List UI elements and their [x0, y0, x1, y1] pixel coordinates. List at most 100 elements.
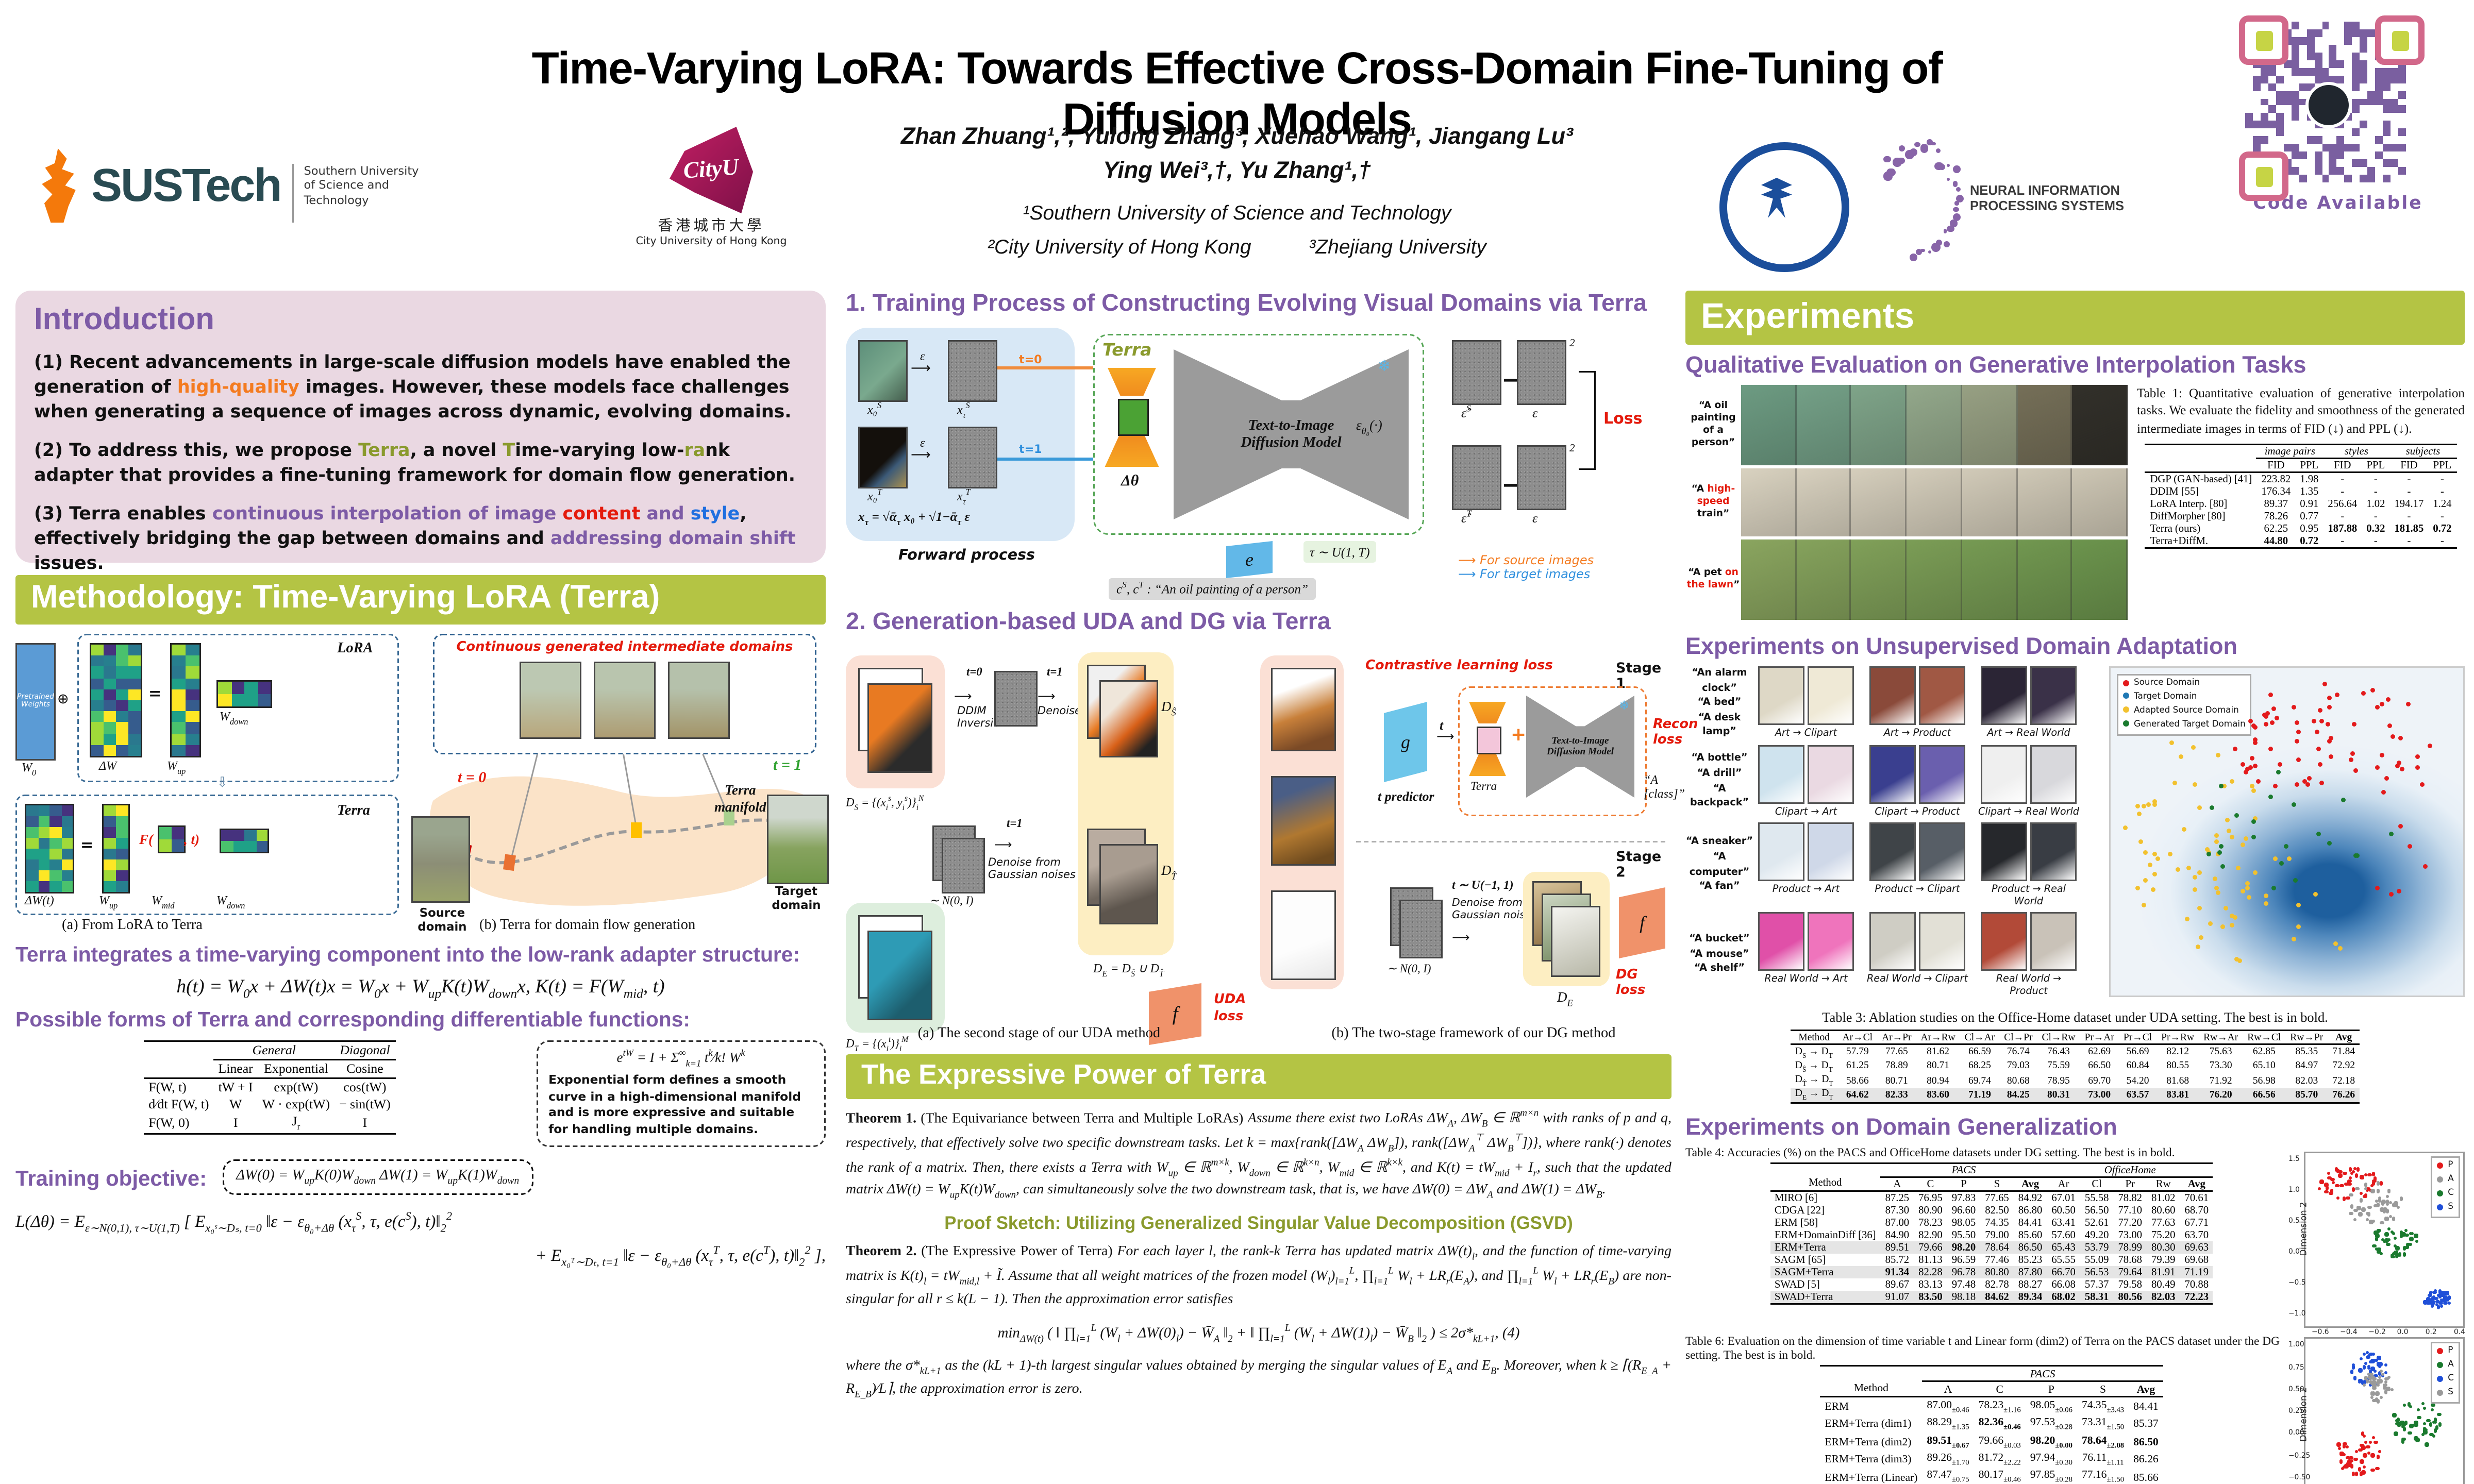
y-tick-label: 0.5 — [2288, 1218, 2300, 1226]
qr-module — [2306, 159, 2314, 167]
uda-prompt: “A bed” — [1697, 696, 1742, 709]
scatter-point — [2329, 735, 2334, 740]
qr-module — [2352, 113, 2360, 121]
terra-model-box — [1093, 334, 1424, 535]
heatmap-cell — [116, 722, 128, 734]
frozen-diffusion-box — [1458, 686, 1647, 816]
scatter-point — [2365, 1351, 2369, 1355]
table-cell: 78.26 — [2264, 511, 2288, 522]
legend-source-label: For source images — [1480, 553, 1594, 567]
y-tick-label: 0.50 — [2288, 1386, 2304, 1394]
y-tick-label: −1.0 — [2288, 1311, 2306, 1319]
table-cell: 63.70 — [2184, 1230, 2209, 1241]
table-cell: 68.25 — [1968, 1061, 1991, 1072]
table-cell: 79.64 — [2118, 1267, 2142, 1278]
table-cell: 85.70 — [2295, 1090, 2318, 1101]
scatter-point — [2363, 1434, 2367, 1438]
authors-line2: Ying Wei³,†, Yu Zhang¹,† — [1102, 158, 1372, 184]
table-cell: 67.71 — [2184, 1218, 2209, 1229]
table-column-header: Cosine — [335, 1059, 395, 1078]
true-eps — [1517, 445, 1566, 510]
uda-caption: Product → Art — [1772, 883, 1840, 896]
heatmap-cell — [49, 827, 61, 838]
scatter-point — [2367, 1354, 2371, 1358]
scatter-point — [2386, 1242, 2391, 1246]
heatmap-cell — [104, 678, 116, 689]
qr-module — [2391, 106, 2399, 114]
y-tick-label: 0.00 — [2288, 1430, 2304, 1439]
heatmap-cell — [128, 655, 141, 667]
scatter-point — [2437, 1305, 2441, 1309]
qr-module — [2360, 137, 2368, 144]
heatmap-cell — [104, 711, 116, 723]
table-column-header: Method — [1820, 1381, 1923, 1398]
scatter-point — [2353, 1218, 2357, 1222]
neurips-dot — [1935, 148, 1941, 154]
scatter-point — [2381, 1201, 2385, 1206]
qr-module — [2291, 83, 2299, 91]
qr-module — [2321, 68, 2330, 75]
table-cell: - — [2407, 474, 2411, 485]
interpolation-frame — [1851, 468, 1907, 536]
scatter-point — [2398, 1422, 2402, 1426]
sum-bracket — [1579, 371, 1596, 470]
scatter-point — [2342, 1444, 2346, 1448]
scatter-point — [2343, 1464, 2347, 1468]
uda-caption: Real World → Clipart — [1866, 972, 1968, 985]
heatmap-cell — [61, 838, 73, 849]
scatter-point — [2420, 1432, 2425, 1437]
scatter-point — [2153, 871, 2158, 876]
heatmap-cell — [186, 700, 199, 712]
scatter-point — [2404, 1421, 2408, 1425]
heatmap-cell — [221, 841, 233, 852]
scatter-point — [2401, 1439, 2405, 1443]
noise-dist-label: ∼ N(0, I) — [1387, 962, 1431, 975]
table-cell: 69.74 — [1968, 1075, 1991, 1087]
uda-caption: Real World → Product — [1996, 972, 2062, 998]
text-segment: (3) Terra enables — [34, 502, 212, 524]
heatmap-cell — [38, 838, 49, 849]
interpolation-frame — [1796, 385, 1852, 465]
legend-entry: Adapted Source Domain — [2123, 705, 2246, 719]
table-column-header: A — [1880, 1177, 1914, 1192]
y-tick-label: 0.25 — [2288, 1408, 2304, 1416]
scatter-point — [2375, 1237, 2379, 1241]
neurips-dot — [1943, 240, 1951, 247]
table-cell: 75.20 — [2151, 1230, 2176, 1241]
scatter-point — [2178, 755, 2183, 760]
cityu-logo: CityU 香港城市大學 City University of Hong Kon… — [618, 127, 804, 247]
pretrained-weights-label: Pretrained Weights — [17, 694, 54, 710]
table3-container: Method Ar→Cl Ar→Pr Ar→Rw Cl→Ar Cl→Pr Cl→Rw Pr→A… — [1685, 1030, 2465, 1104]
scatter-point — [2371, 1181, 2376, 1185]
affiliations-2-3: ²City University of Hong Kong ³Zhejiang … — [742, 235, 1732, 258]
heatmap-cell — [26, 827, 38, 838]
denoise-label: Denoise — [1038, 705, 1081, 717]
qr-module — [2345, 144, 2352, 152]
scatter-point — [2348, 1182, 2352, 1186]
heatmap-cell — [104, 859, 116, 870]
t1-label: t=1 — [1007, 816, 1023, 830]
theorem-2: Theorem 2. (The Expressive Power of Terr… — [846, 1243, 1671, 1310]
heatmap-cell — [49, 816, 61, 827]
qr-module — [2376, 113, 2383, 121]
qr-module — [2314, 159, 2322, 167]
table-cell: 78.23±1.16 — [1978, 1398, 2021, 1415]
table-cell: 81.68 — [2166, 1075, 2189, 1087]
table-cell: 72.92 — [2332, 1061, 2355, 1072]
qr-module — [2368, 60, 2376, 68]
qr-module — [2398, 90, 2406, 98]
table-cell: 82.90 — [1918, 1230, 1943, 1241]
table-cell: - — [2407, 535, 2411, 547]
uda-cell: Real World → Art — [1753, 912, 1859, 997]
scatter-point — [2371, 1189, 2375, 1193]
table6-caption: Table 6: Evaluation on the dimension of … — [1685, 1334, 2280, 1362]
table-cell: 75.59 — [2047, 1061, 2070, 1072]
section2-heading: 2. Generation-based UDA and DG via Terra — [846, 609, 1331, 635]
table-cell: 91.34 — [1885, 1267, 1910, 1278]
scatter-point — [2393, 1243, 2398, 1248]
scatter-point — [2350, 1370, 2354, 1374]
neurips-dot — [1956, 187, 1962, 192]
domain-image — [1758, 912, 1804, 971]
scatter-point — [2319, 781, 2325, 786]
